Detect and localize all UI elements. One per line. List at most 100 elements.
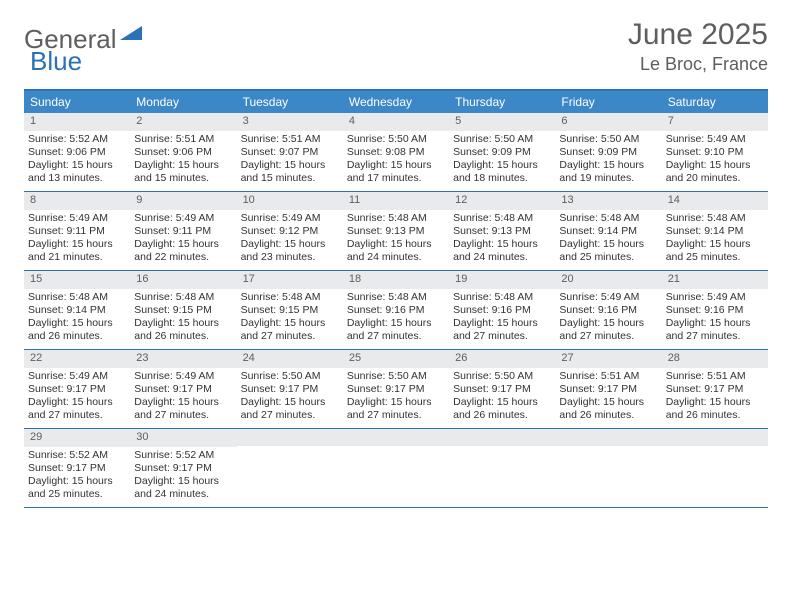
day-content: Sunrise: 5:48 AMSunset: 9:16 PMDaylight:… — [343, 289, 449, 348]
day-cell: 26Sunrise: 5:50 AMSunset: 9:17 PMDayligh… — [449, 350, 555, 428]
sunrise-line: Sunrise: 5:49 AM — [134, 370, 232, 383]
daylight-line-2: and 26 minutes. — [559, 409, 657, 422]
daylight-line-2: and 15 minutes. — [241, 172, 339, 185]
day-cell: 20Sunrise: 5:49 AMSunset: 9:16 PMDayligh… — [555, 271, 661, 349]
daylight-line-1: Daylight: 15 hours — [453, 159, 551, 172]
daylight-line-1: Daylight: 15 hours — [559, 396, 657, 409]
day-content: Sunrise: 5:48 AMSunset: 9:16 PMDaylight:… — [449, 289, 555, 348]
daylight-line-1: Daylight: 15 hours — [241, 159, 339, 172]
daylight-line-1: Daylight: 15 hours — [28, 238, 126, 251]
daylight-line-1: Daylight: 15 hours — [28, 475, 126, 488]
day-number: 14 — [662, 192, 768, 210]
week-row: 29Sunrise: 5:52 AMSunset: 9:17 PMDayligh… — [24, 429, 768, 508]
day-number: 10 — [237, 192, 343, 210]
sunset-line: Sunset: 9:11 PM — [134, 225, 232, 238]
day-number: 25 — [343, 350, 449, 368]
day-cell: 24Sunrise: 5:50 AMSunset: 9:17 PMDayligh… — [237, 350, 343, 428]
sunset-line: Sunset: 9:07 PM — [241, 146, 339, 159]
daylight-line-2: and 20 minutes. — [666, 172, 764, 185]
month-title: June 2025 — [628, 18, 768, 52]
daylight-line-2: and 26 minutes. — [666, 409, 764, 422]
day-header-row: SundayMondayTuesdayWednesdayThursdayFrid… — [24, 91, 768, 113]
day-content: Sunrise: 5:51 AMSunset: 9:07 PMDaylight:… — [237, 131, 343, 190]
sunset-line: Sunset: 9:17 PM — [134, 383, 232, 396]
empty-cell — [237, 429, 343, 507]
day-cell: 2Sunrise: 5:51 AMSunset: 9:06 PMDaylight… — [130, 113, 236, 191]
sunrise-line: Sunrise: 5:52 AM — [28, 133, 126, 146]
sunrise-line: Sunrise: 5:48 AM — [347, 291, 445, 304]
day-content: Sunrise: 5:49 AMSunset: 9:10 PMDaylight:… — [662, 131, 768, 190]
location-label: Le Broc, France — [628, 54, 768, 75]
daylight-line-2: and 24 minutes. — [134, 488, 232, 501]
daylight-line-2: and 27 minutes. — [28, 409, 126, 422]
sunrise-line: Sunrise: 5:48 AM — [559, 212, 657, 225]
daylight-line-1: Daylight: 15 hours — [347, 159, 445, 172]
empty-cell — [449, 429, 555, 507]
day-cell: 23Sunrise: 5:49 AMSunset: 9:17 PMDayligh… — [130, 350, 236, 428]
day-header-thursday: Thursday — [449, 91, 555, 113]
day-cell: 1 Sunrise: 5:52 AMSunset: 9:06 PMDaylight… — [24, 113, 130, 191]
day-content: Sunrise: 5:49 AMSunset: 9:16 PMDaylight:… — [662, 289, 768, 348]
sunrise-line: Sunrise: 5:48 AM — [241, 291, 339, 304]
daylight-line-1: Daylight: 15 hours — [559, 159, 657, 172]
sunset-line: Sunset: 9:15 PM — [241, 304, 339, 317]
empty-day-bar — [237, 429, 343, 446]
day-number: 17 — [237, 271, 343, 289]
daylight-line-1: Daylight: 15 hours — [453, 317, 551, 330]
day-content: Sunrise: 5:52 AMSunset: 9:17 PMDaylight:… — [24, 447, 130, 506]
week-row: 15 Sunrise: 5:48 AM Sunset: 9:14 PM Dayligh… — [24, 271, 768, 350]
day-number: 6 — [555, 113, 661, 131]
sunrise-line: Sunrise: 5:51 AM — [241, 133, 339, 146]
sunset-line: Sunset: 9:14 PM — [28, 304, 126, 317]
day-header-monday: Monday — [130, 91, 236, 113]
day-number: 7 — [662, 113, 768, 131]
day-number: 1 — [24, 113, 130, 131]
empty-day-bar — [555, 429, 661, 446]
sunset-line: Sunset: 9:14 PM — [559, 225, 657, 238]
daylight-line-1: Daylight: 15 hours — [28, 159, 126, 172]
daylight-line-1: Daylight: 15 hours — [559, 238, 657, 251]
day-number: 15 — [24, 271, 130, 289]
sunrise-line: Sunrise: 5:51 AM — [559, 370, 657, 383]
day-header-tuesday: Tuesday — [237, 91, 343, 113]
sunrise-line: Sunrise: 5:49 AM — [134, 212, 232, 225]
day-number: 27 — [555, 350, 661, 368]
empty-cell — [555, 429, 661, 507]
daylight-line-2: and 27 minutes. — [559, 330, 657, 343]
daylight-line-2: and 24 minutes. — [347, 251, 445, 264]
day-content: Sunrise: 5:52 AMSunset: 9:17 PMDaylight:… — [130, 447, 236, 506]
sunrise-line: Sunrise: 5:50 AM — [241, 370, 339, 383]
day-number: 16 — [130, 271, 236, 289]
daylight-line-1: Daylight: 15 hours — [453, 238, 551, 251]
day-number: 8 — [24, 192, 130, 210]
day-number: 30 — [130, 429, 236, 447]
sunrise-line: Sunrise: 5:48 AM — [134, 291, 232, 304]
day-number: 2 — [130, 113, 236, 131]
day-cell: 5Sunrise: 5:50 AMSunset: 9:09 PMDaylight… — [449, 113, 555, 191]
day-number: 19 — [449, 271, 555, 289]
day-content: Sunrise: 5:48 AMSunset: 9:14 PMDaylight:… — [555, 210, 661, 269]
sunset-line: Sunset: 9:06 PM — [134, 146, 232, 159]
day-content: Sunrise: 5:50 AMSunset: 9:09 PMDaylight:… — [449, 131, 555, 190]
sunset-line: Sunset: 9:13 PM — [347, 225, 445, 238]
day-cell: 18Sunrise: 5:48 AMSunset: 9:16 PMDayligh… — [343, 271, 449, 349]
sunset-line: Sunset: 9:14 PM — [666, 225, 764, 238]
day-header-wednesday: Wednesday — [343, 91, 449, 113]
day-cell: 3Sunrise: 5:51 AMSunset: 9:07 PMDaylight… — [237, 113, 343, 191]
sunset-line: Sunset: 9:10 PM — [666, 146, 764, 159]
day-cell: 30Sunrise: 5:52 AMSunset: 9:17 PMDayligh… — [130, 429, 236, 507]
day-cell: 9Sunrise: 5:49 AMSunset: 9:11 PMDaylight… — [130, 192, 236, 270]
daylight-line-1: Daylight: 15 hours — [241, 317, 339, 330]
day-number: 11 — [343, 192, 449, 210]
sunrise-line: Sunrise: 5:48 AM — [453, 212, 551, 225]
logo-triangle-icon — [120, 24, 142, 45]
sunset-line: Sunset: 9:06 PM — [28, 146, 126, 159]
day-cell: 12Sunrise: 5:48 AMSunset: 9:13 PMDayligh… — [449, 192, 555, 270]
day-content: Sunrise: 5:49 AMSunset: 9:17 PMDaylight:… — [24, 368, 130, 427]
sunset-line: Sunset: 9:12 PM — [241, 225, 339, 238]
sunrise-line: Sunrise: 5:48 AM — [453, 291, 551, 304]
day-number: 29 — [24, 429, 130, 447]
empty-day-bar — [662, 429, 768, 446]
header: General June 2025 Le Broc, France — [24, 18, 768, 75]
day-cell: 15Sunrise: 5:48 AMSunset: 9:14 PMDayligh… — [24, 271, 130, 349]
